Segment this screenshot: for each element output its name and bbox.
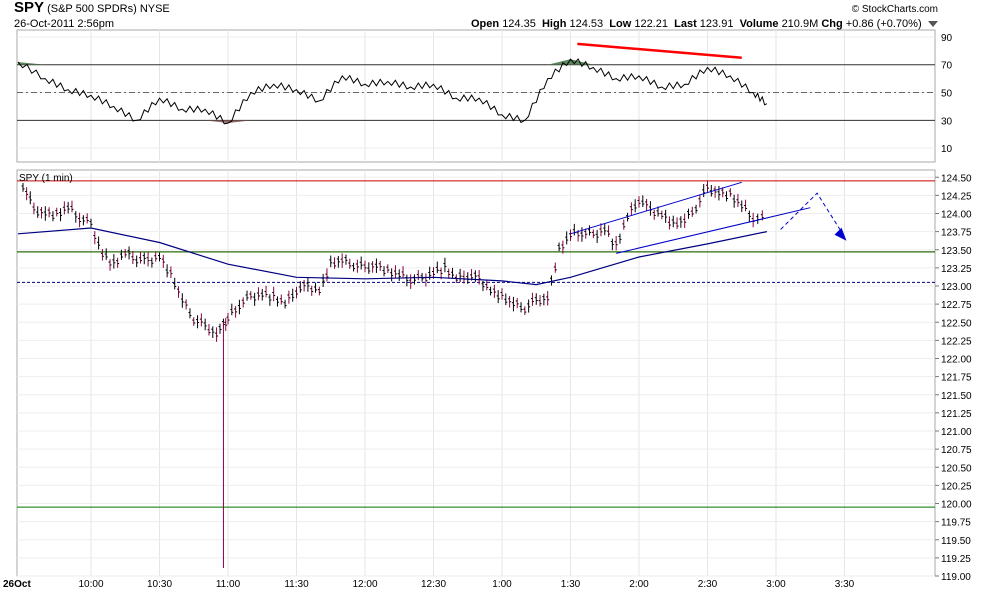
price-tick-label: 121.75 (941, 373, 972, 384)
exchange: NYSE (139, 3, 170, 15)
price-tick-label: 121.50 (941, 391, 972, 402)
x-tick-label: 1:00 (492, 579, 512, 590)
price-tick-label: 122.25 (941, 336, 972, 347)
price-tick-label: 120.75 (941, 445, 972, 456)
price-tick-label: 123.25 (941, 264, 972, 275)
price-tick-label: 123.00 (941, 282, 972, 293)
x-tick-label: 10:00 (78, 579, 103, 590)
trend-channel-line (616, 207, 811, 254)
expand-triangle-icon[interactable] (927, 19, 939, 29)
x-tick-label: 11:00 (216, 579, 241, 590)
security-name: (S&P 500 SPDRs) (47, 3, 137, 15)
quote-summary: Open 124.35 High 124.53 Low 122.21 Last … (471, 18, 922, 30)
price-tick-label: 119.75 (941, 518, 971, 529)
chg-label: Chg (821, 18, 843, 30)
oscillator-tick-label: 50 (941, 89, 953, 100)
x-tick-label: 3:30 (835, 579, 855, 590)
price-tick-label: 120.50 (941, 463, 972, 474)
price-tick-label: 122.75 (941, 300, 972, 311)
x-tick-label: 26Oct (3, 579, 31, 590)
oscillator-panel-frame (16, 29, 936, 163)
header-title-row: SPY (S&P 500 SPDRs) NYSE (14, 0, 170, 16)
oscillator-tick-label: 70 (941, 61, 953, 72)
low-label: Low (609, 18, 632, 30)
oscillator-tick-label: 10 (941, 144, 953, 155)
x-tick-label: 3:00 (766, 579, 786, 590)
price-tick-label: 120.00 (941, 500, 972, 511)
price-tick-label: 122.50 (941, 318, 972, 329)
chart-datetime: 26-Oct-2011 2:56pm (14, 18, 115, 30)
volume-value: 210.9M (781, 18, 819, 30)
chg-value: +0.86 (+0.70%) (845, 18, 922, 30)
price-panel-frame (16, 169, 936, 577)
x-tick-label: 11:30 (284, 579, 309, 590)
oscillator-line (17, 58, 768, 125)
stockcharts-brand[interactable]: © StockCharts.com (851, 4, 938, 15)
symbol: SPY (14, 0, 45, 16)
price-tick-label: 119.50 (941, 536, 971, 547)
oscillator-tick-label: 90 (941, 33, 953, 44)
price-tick-label: 121.25 (941, 409, 972, 420)
overbought-fill (18, 59, 767, 65)
x-tick-label: 1:30 (561, 579, 581, 590)
price-tick-label: 124.25 (941, 191, 972, 202)
price-tick-label: 124.00 (941, 210, 972, 221)
price-tick-label: 123.75 (941, 228, 972, 239)
open-label: Open (471, 18, 500, 30)
high-label: High (541, 18, 567, 30)
x-tick-label: 12:00 (352, 579, 377, 590)
price-tick-label: 122.00 (941, 355, 972, 366)
price-tick-label: 120.25 (941, 481, 972, 492)
price-tick-label: 121.00 (941, 427, 972, 438)
last-label: Last (674, 18, 697, 30)
price-tick-label: 123.50 (941, 246, 972, 257)
trend-channel-line (570, 181, 742, 235)
volume-label: Volume (739, 18, 779, 30)
low-value: 122.21 (634, 18, 668, 30)
oscillator-tick-label: 30 (941, 116, 953, 127)
oscillator-divergence-line (577, 42, 742, 60)
price-tick-label: 124.50 (941, 173, 972, 184)
last-value: 123.91 (699, 18, 734, 30)
x-tick-label: 10:30 (147, 579, 172, 590)
x-tick-label: 12:30 (421, 579, 446, 590)
moving-average-line (17, 227, 768, 286)
price-tick-label: 119.25 (941, 554, 971, 565)
x-tick-label: 2:00 (629, 579, 649, 590)
open-value: 124.35 (502, 18, 536, 30)
projection-arrowhead (834, 227, 847, 241)
price-tick-label: 119.00 (941, 572, 971, 583)
high-value: 124.53 (569, 18, 604, 30)
price-panel-title: SPY (1 min) (19, 173, 73, 184)
projection-dashed-line (780, 192, 845, 237)
x-tick-label: 2:30 (698, 579, 718, 590)
